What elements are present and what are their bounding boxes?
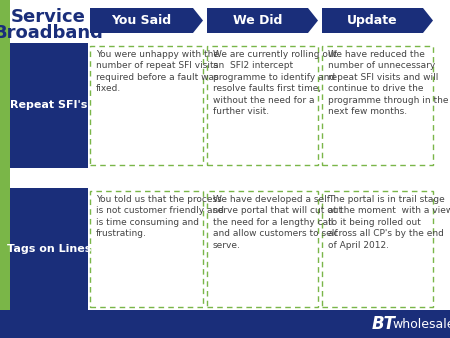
Bar — [0, 0, 10, 310]
Text: You told us that the process
is not customer friendly and
is time consuming and
: You told us that the process is not cust… — [96, 195, 224, 238]
Text: wholesale: wholesale — [392, 317, 450, 331]
Text: We Did: We Did — [233, 14, 282, 27]
Text: BT: BT — [372, 315, 396, 333]
Text: You were unhappy with the
number of repeat SFI visits
required before a fault wa: You were unhappy with the number of repe… — [96, 50, 219, 93]
Bar — [0, 310, 450, 338]
Text: Update: Update — [347, 14, 398, 27]
Text: We have developed a self
serve portal that will cut out
the need for a lengthy c: We have developed a self serve portal th… — [213, 195, 342, 250]
Text: We have reduced the
number of unnecessary
repeat SFI visits and will
continue to: We have reduced the number of unnecessar… — [328, 50, 449, 116]
Polygon shape — [207, 8, 318, 33]
Bar — [207, 46, 318, 165]
Bar — [322, 191, 433, 307]
Bar — [90, 46, 203, 165]
Text: Service: Service — [10, 8, 86, 26]
Text: The portal is in trail stage
at the moment  with a view
to it being rolled out
a: The portal is in trail stage at the mome… — [328, 195, 450, 250]
Text: Tags on Lines: Tags on Lines — [7, 244, 91, 254]
Bar — [90, 191, 203, 307]
Polygon shape — [322, 8, 433, 33]
Text: You Said: You Said — [112, 14, 171, 27]
Bar — [207, 191, 318, 307]
Text: Broadband: Broadband — [0, 24, 103, 42]
Text: We are currently rolling out
an  SFI2 intercept
programme to identify and
resolv: We are currently rolling out an SFI2 int… — [213, 50, 337, 116]
Bar — [10, 188, 88, 310]
Text: Repeat SFI's: Repeat SFI's — [10, 100, 88, 111]
Bar — [10, 43, 88, 168]
Polygon shape — [90, 8, 203, 33]
Bar — [322, 46, 433, 165]
